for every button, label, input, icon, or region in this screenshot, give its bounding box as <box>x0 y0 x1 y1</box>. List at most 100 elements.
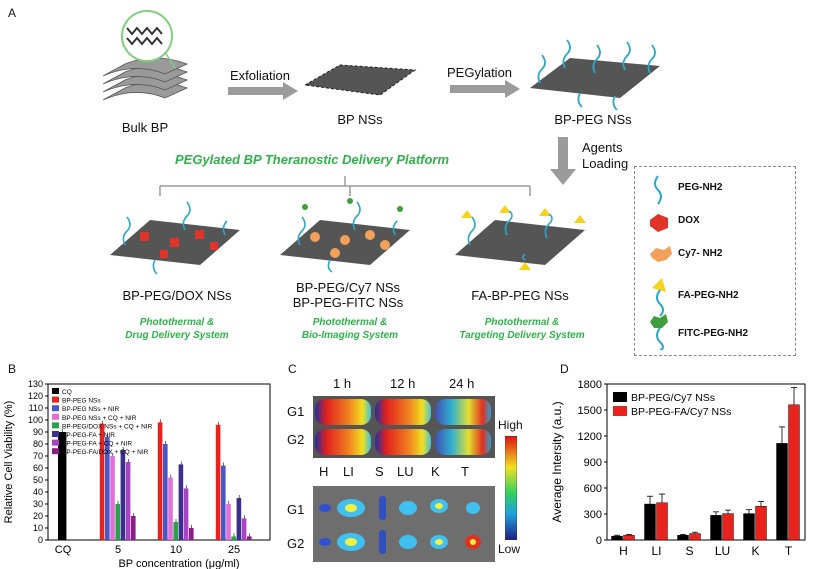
row-g2-bottom: G2 <box>287 536 305 551</box>
organ-k: K <box>431 464 440 479</box>
y-tick-label: 1500 <box>578 405 602 417</box>
y-tick-label: 50 <box>33 475 43 485</box>
x-tick-label: S <box>685 544 693 558</box>
y-tick-label: 0 <box>38 535 43 545</box>
y-axis-label: Relative Cell Viability (%) <box>3 401 15 524</box>
y-tick-label: 300 <box>584 509 602 521</box>
y-tick-label: 130 <box>28 379 43 389</box>
agents-legend-box <box>634 166 796 356</box>
bar <box>115 504 120 540</box>
bar <box>755 505 767 541</box>
arrow-down-icon <box>550 137 576 185</box>
scale-high: High <box>498 418 523 432</box>
arrow-right-icon <box>228 82 298 100</box>
x-tick-label: LU <box>715 544 730 558</box>
legend-label: BP-PEG NSs <box>62 398 101 405</box>
fitc-icon <box>650 314 668 328</box>
bar <box>99 423 105 540</box>
ex-vivo-organ-images <box>313 486 495 562</box>
y-tick-label: 1800 <box>578 379 602 391</box>
bar <box>215 424 221 540</box>
legend-label: BP-PEG/Cy7 NSs <box>631 392 715 404</box>
bar <box>157 422 163 540</box>
row-g2-top: G2 <box>287 432 305 447</box>
time-24h: 24 h <box>449 376 475 391</box>
organ-lu: LU <box>397 464 414 479</box>
cy7-icon <box>650 246 672 262</box>
x-tick-label: 10 <box>170 544 182 556</box>
imaging-panel: 1 h 12 h 24 h G1 G2 High Low H LI S LU K… <box>283 374 548 566</box>
time-12h: 12 h <box>390 376 416 391</box>
bar <box>183 488 189 540</box>
bar <box>236 498 242 540</box>
legend-peg: PEG-NH2 <box>678 182 723 193</box>
bp-ns-label: BP NSs <box>337 112 383 127</box>
organ-s: S <box>375 464 384 479</box>
whole-body-images <box>313 396 495 458</box>
bar <box>722 513 734 541</box>
legend-label: BP-PEG-FA + NIR <box>62 432 115 439</box>
x-tick-label: T <box>785 544 793 558</box>
panel-b-letter: B <box>8 362 17 376</box>
bar <box>58 432 67 540</box>
legend-swatch <box>52 405 59 412</box>
bar <box>125 462 131 540</box>
bar <box>226 504 231 540</box>
peg-icon <box>654 175 662 205</box>
product-fa-label: FA-BP-PEG NSs <box>471 288 569 303</box>
legend-label: BP-PEG-FA/Cy7 NSs <box>631 406 731 418</box>
agents-legend-icons <box>650 175 672 350</box>
bp-peg-nanosheet-illustration <box>530 39 660 111</box>
x-tick-label: CQ <box>55 544 72 556</box>
organ-h: H <box>319 464 329 479</box>
y-tick-label: 600 <box>584 483 602 495</box>
system-1-label: Photothermal & Drug Delivery System <box>125 317 229 341</box>
color-scale-bar <box>505 436 517 540</box>
organ-t: T <box>461 464 469 479</box>
bar <box>788 404 800 541</box>
y-tick-label: 110 <box>29 403 43 413</box>
bar <box>110 456 115 540</box>
legend-dox: DOX <box>678 215 700 226</box>
bar <box>611 535 623 541</box>
y-tick-label: 30 <box>33 499 43 509</box>
y-tick-label: 90 <box>33 427 43 437</box>
panel-c-letter: C <box>288 362 297 376</box>
y-tick-label: 10 <box>33 523 43 533</box>
legend-swatch <box>52 422 59 429</box>
loading-label: Loading <box>582 156 629 171</box>
platform-label: PEGylated BP Theranostic Delivery Platfo… <box>175 152 450 167</box>
x-tick-label: 25 <box>228 544 240 556</box>
y-tick-label: 80 <box>33 439 43 449</box>
scale-low: Low <box>498 542 521 556</box>
y-tick-label: 70 <box>33 451 43 461</box>
system-2-label: Photothermal & Bio-Imaging System <box>301 317 399 341</box>
legend-label: CQ <box>62 389 72 396</box>
product-fitc-label: BP-PEG-FITC NSs <box>292 295 404 310</box>
bar <box>776 443 788 541</box>
y-tick-label: 100 <box>28 415 43 425</box>
legend-fitc: FITC-PEG-NH2 <box>678 328 748 339</box>
y-tick-label: 40 <box>33 487 43 497</box>
x-tick-label: LI <box>651 544 661 558</box>
row-g1-bottom: G1 <box>287 502 305 517</box>
legend-swatch <box>52 388 59 394</box>
legend-swatch <box>52 439 59 446</box>
y-tick-label: 60 <box>33 463 43 473</box>
legend-swatch <box>52 448 59 455</box>
arrow-right-icon <box>450 80 520 98</box>
legend-cy7: Cy7- NH2 <box>678 248 723 259</box>
legend-fa: FA-PEG-NH2 <box>678 290 739 301</box>
legend-swatch <box>52 413 59 420</box>
bar <box>677 535 689 541</box>
product-cy7-label: BP-PEG/Cy7 NSs <box>295 280 401 295</box>
intensity-chart: 0 300 600 900 1200 1500 1800 Average Intersity … <box>550 379 806 558</box>
legend-swatch <box>52 396 59 403</box>
y-tick-label: 20 <box>33 511 43 521</box>
bar <box>241 518 247 540</box>
dox-icon <box>650 214 668 232</box>
fa-bp-peg-illustration <box>455 205 586 270</box>
agents-label: Agents <box>582 140 623 155</box>
bar <box>178 464 184 540</box>
system-3-label: Photothermal & Targeting Delivery System <box>459 317 585 341</box>
